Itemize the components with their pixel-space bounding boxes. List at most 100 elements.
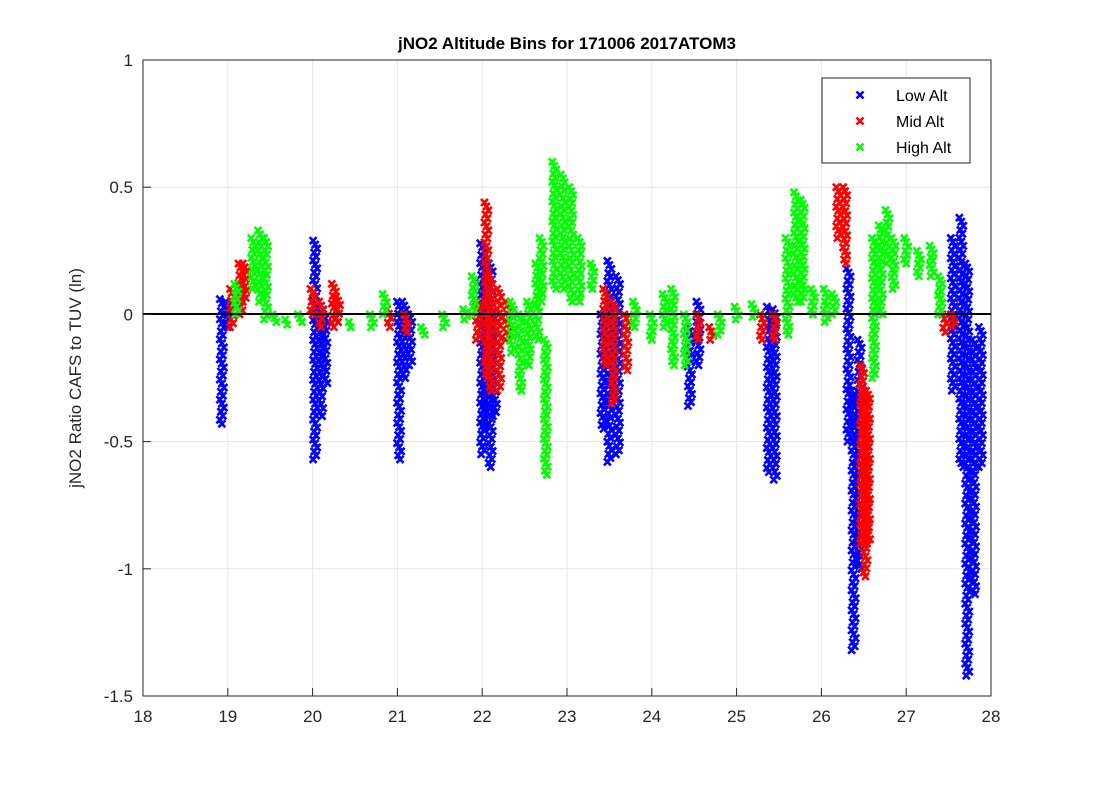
data-point: [680, 360, 690, 370]
data-point: [297, 317, 307, 327]
legend-label: High Alt: [896, 140, 952, 157]
series-mid-alt: [225, 182, 960, 581]
data-point: [575, 297, 585, 307]
y-tick-label: 1: [124, 51, 133, 70]
data-point: [588, 284, 597, 294]
data-point: [385, 322, 395, 332]
data-point: [611, 449, 621, 459]
data-point: [961, 671, 971, 681]
x-tick-label: 18: [134, 707, 153, 726]
data-point: [888, 284, 897, 294]
y-tick-label: 0.5: [109, 178, 133, 197]
data-point: [524, 360, 534, 370]
data-point: [901, 259, 911, 268]
x-tick-label: 22: [473, 707, 492, 726]
data-point: [259, 315, 269, 324]
data-point: [914, 271, 924, 281]
data-point: [344, 317, 354, 327]
data-point: [607, 399, 617, 408]
data-point: [272, 317, 281, 327]
data-point: [601, 360, 611, 370]
data-point: [820, 317, 830, 327]
legend: Low Alt Mid Alt High Alt: [821, 77, 971, 164]
y-tick-label: -1.5: [104, 687, 133, 706]
chart-title: jNO2 Altitude Bins for 171006 2017ATOM3: [397, 34, 736, 53]
data-point: [225, 322, 235, 332]
data-point: [647, 335, 657, 345]
data-point: [317, 411, 327, 421]
data-point: [346, 322, 356, 332]
legend-marker-1: [855, 90, 865, 100]
data-point: [669, 360, 679, 370]
y-tick-label: -1: [118, 560, 133, 579]
x-tick-label: 25: [727, 707, 746, 726]
data-point: [282, 320, 292, 329]
x-tick-label: 27: [897, 707, 916, 726]
data-point: [366, 322, 376, 332]
data-point: [333, 317, 343, 327]
axis-ticks: 18 19 20 21 22 23 24 25 26 27 28 1 0.5 0 -0.5 -1 -1.5: [104, 51, 1001, 726]
data-point: [217, 419, 227, 429]
data-point: [537, 297, 546, 307]
data-point: [486, 462, 496, 472]
data-point: [683, 401, 693, 411]
data-point: [970, 589, 980, 599]
data-point: [476, 449, 486, 459]
data-point: [506, 348, 516, 357]
data-point: [694, 360, 703, 370]
data-point: [784, 330, 793, 340]
data-point: [404, 360, 414, 370]
data-point: [322, 378, 332, 388]
data-point: [713, 330, 723, 340]
x-tick-label: 24: [642, 707, 661, 726]
data-point: [832, 233, 842, 243]
y-axis-label: jNO2 Ratio CAFS to TUV (ln): [66, 268, 85, 489]
data-point: [926, 271, 936, 281]
data-point: [862, 538, 872, 548]
data-point: [947, 322, 957, 332]
data-point: [400, 373, 410, 383]
x-tick-label: 23: [558, 707, 577, 726]
data-point: [622, 365, 632, 375]
data-point: [847, 645, 857, 655]
data-point: [254, 297, 264, 307]
data-point: [602, 457, 612, 467]
data-point: [757, 335, 767, 345]
x-tick-label: 21: [388, 707, 407, 726]
data-point: [841, 259, 851, 268]
data-point: [492, 386, 502, 396]
data-point: [861, 572, 870, 581]
data-point: [630, 322, 640, 332]
legend-label: Low Alt: [896, 88, 948, 105]
x-tick-label: 28: [982, 707, 1001, 726]
data-point: [308, 454, 318, 464]
data-point: [420, 330, 430, 340]
data-point: [705, 335, 715, 345]
data-point: [694, 335, 703, 345]
data-point: [947, 386, 957, 396]
x-tick-label: 26: [812, 707, 831, 726]
data-point: [542, 470, 552, 480]
data-point: [867, 373, 877, 383]
data-point: [769, 475, 779, 485]
legend-marker-3: [855, 142, 865, 152]
y-tick-label: -0.5: [104, 433, 133, 452]
data-point: [395, 454, 405, 464]
data-point: [659, 322, 668, 332]
data-point: [438, 322, 448, 332]
data-point: [731, 315, 741, 324]
data-point: [559, 284, 569, 294]
y-tick-label: 0: [124, 305, 133, 324]
data-point: [974, 462, 984, 472]
x-tick-label: 20: [303, 707, 322, 726]
data-point: [459, 315, 469, 324]
legend-marker-2: [855, 116, 865, 126]
data-point: [516, 386, 526, 396]
data-point: [316, 322, 326, 332]
data-point: [488, 411, 498, 421]
data-point: [402, 327, 412, 337]
data-point: [280, 315, 290, 324]
legend-label: Mid Alt: [896, 114, 945, 131]
data-point: [471, 335, 481, 345]
